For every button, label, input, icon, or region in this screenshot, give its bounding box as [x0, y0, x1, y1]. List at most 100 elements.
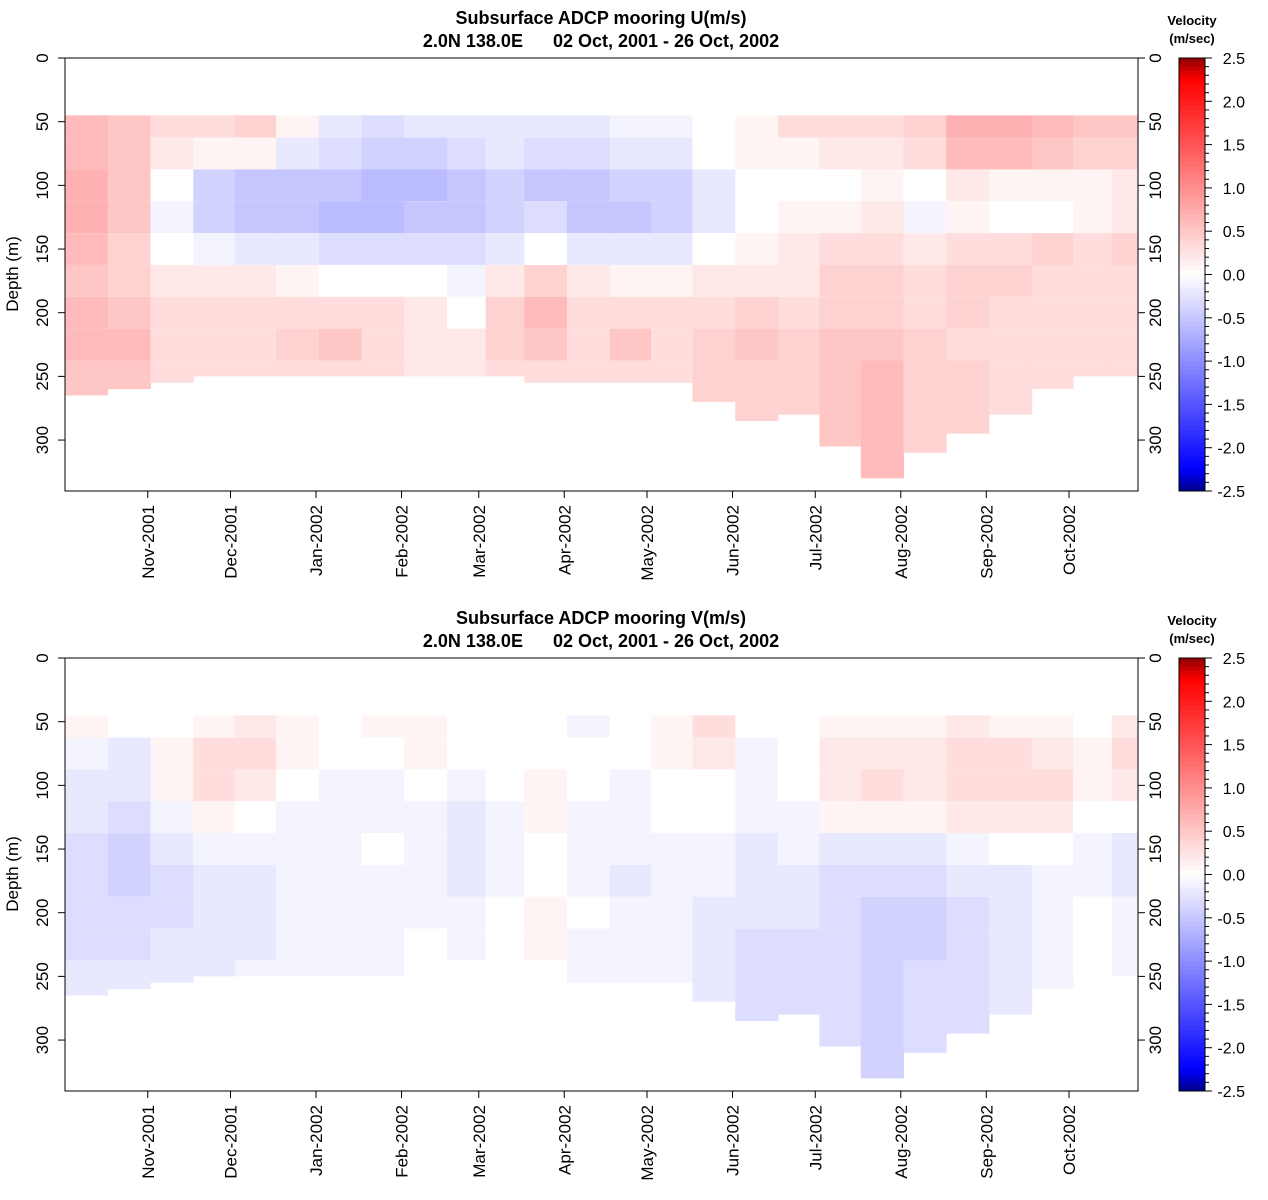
heatmap-cell [1031, 928, 1074, 961]
heatmap-cell [1111, 737, 1139, 770]
colorbar-swatch [1179, 675, 1205, 681]
colorbar-swatch [1179, 135, 1205, 141]
heatmap-cell [404, 715, 448, 738]
colorbar-swatch [1179, 839, 1205, 845]
heatmap-cell [1073, 715, 1113, 738]
heatmap-cell [819, 328, 862, 361]
heatmap-cell [276, 928, 320, 961]
heatmap-cell [193, 737, 236, 770]
colorbar-swatch [1179, 701, 1205, 707]
colorbar-swatch [1179, 948, 1205, 953]
heatmap-cell [404, 737, 448, 770]
heatmap-cell [903, 896, 947, 929]
colorbar-swatch [1179, 140, 1205, 145]
y-tick-label-right: 150 [1146, 235, 1165, 263]
heatmap-cell [193, 115, 236, 138]
heatmap-cell [651, 737, 693, 770]
heatmap-cell [276, 296, 320, 329]
colorbar-swatch [1179, 66, 1205, 72]
heatmap-cell [524, 201, 568, 234]
colorbar-swatch [1179, 378, 1205, 384]
heatmap-cell [1031, 833, 1074, 865]
colorbar-swatch [1179, 79, 1205, 85]
colorbar-swatch [1179, 753, 1205, 758]
heatmap-cell [524, 960, 568, 983]
colorbar-swatch [1179, 460, 1205, 466]
heatmap-cell [989, 737, 1033, 770]
heatmap-cell [1031, 328, 1074, 361]
colorbar-swatch [1179, 265, 1205, 271]
colorbar-swatch [1179, 926, 1205, 932]
colorbar-swatch [1179, 361, 1205, 366]
heatmap-cell [65, 201, 109, 234]
heatmap-cell [651, 769, 693, 802]
heatmap-cell [860, 896, 904, 929]
colorbar-swatch [1179, 770, 1205, 776]
heatmap-cell [860, 715, 904, 738]
heatmap-cell [524, 833, 568, 865]
colorbar-swatch [1179, 1056, 1205, 1062]
colorbar-swatch [1179, 101, 1205, 107]
colorbar-swatch [1179, 766, 1205, 771]
colorbar-tick-label: -0.5 [1217, 911, 1245, 928]
colorbar-swatch [1179, 296, 1205, 301]
heatmap-cell [276, 715, 320, 738]
heatmap-cell [989, 296, 1033, 329]
heatmap-cell [150, 328, 194, 361]
colorbar-tick-label: 1.0 [1223, 181, 1245, 198]
colorbar-swatch [1179, 822, 1205, 828]
heatmap-cell [819, 833, 862, 865]
heatmap-cell [447, 896, 487, 929]
x-tick-label: Apr-2002 [555, 505, 574, 575]
heatmap-cell [819, 801, 862, 834]
colorbar-swatch [1179, 58, 1205, 63]
colorbar-swatch [1179, 857, 1205, 862]
x-tick-label: Nov-2001 [139, 1105, 158, 1179]
heatmap-cell [778, 296, 820, 329]
heatmap-cell [1031, 960, 1074, 990]
colorbar-swatch [1179, 1021, 1205, 1027]
y-tick-label-left: 150 [33, 235, 52, 263]
colorbar-swatch [1179, 465, 1205, 470]
heatmap-cell [485, 264, 525, 297]
heatmap-cell [903, 928, 947, 961]
heatmap-cell [234, 833, 277, 865]
heatmap-cell [567, 264, 611, 297]
colorbar-swatch [1179, 874, 1205, 880]
heatmap-cell [318, 896, 362, 929]
heatmap-cell [735, 296, 779, 329]
heatmap-cell [404, 169, 448, 202]
x-tick-label: Sep-2002 [977, 1105, 996, 1179]
colorbar-swatch [1179, 900, 1205, 906]
x-tick-label: Apr-2002 [555, 1105, 574, 1175]
heatmap-cell [1031, 233, 1074, 265]
heatmap-cell [903, 328, 947, 361]
heatmap-cell [651, 115, 693, 138]
heatmap-cell [193, 960, 236, 977]
heatmap-cell [276, 137, 320, 170]
heatmap-cell [567, 296, 611, 329]
heatmap-cell [989, 360, 1033, 415]
heatmap-cell [1073, 737, 1113, 770]
heatmap-cell [903, 769, 947, 802]
colorbar-swatch [1179, 92, 1205, 98]
colorbar-tick-label: -2.0 [1217, 441, 1245, 458]
heatmap-cell [692, 801, 736, 834]
heatmap-cell [860, 201, 904, 234]
y-tick-label-left: 250 [33, 962, 52, 990]
heatmap-cell [150, 296, 194, 329]
heatmap-cell [276, 864, 320, 897]
heatmap-cell [361, 360, 405, 377]
colorbar-swatch [1179, 744, 1205, 750]
colorbar-v-title-line2: (m/sec) [1169, 631, 1215, 646]
colorbar-swatch [1179, 722, 1205, 728]
heatmap-cell [819, 233, 862, 265]
heatmap-cell [860, 169, 904, 202]
colorbar-swatch [1179, 922, 1205, 927]
heatmap-cell [107, 169, 151, 202]
heatmap-cell [404, 296, 448, 329]
heatmap-cell [651, 201, 693, 234]
heatmap-cell [1031, 137, 1074, 170]
heatmap-cell [860, 137, 904, 170]
heatmap-cell [778, 769, 820, 802]
